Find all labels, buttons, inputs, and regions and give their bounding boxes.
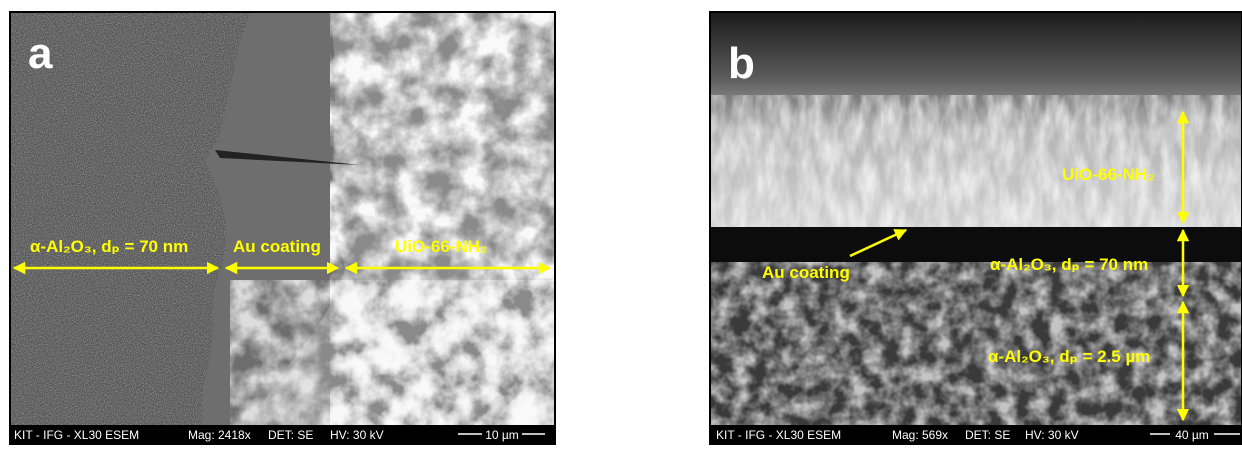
panel-label: a xyxy=(28,29,53,78)
detector: DET: SE xyxy=(965,428,1010,442)
figure: a α-Al₂O₃, dₚ = 70 nm Au coating UiO-66-… xyxy=(0,0,1242,445)
annotation: α-Al₂O₃, dₚ = 70 nm xyxy=(990,255,1148,274)
instrument: KIT - IFG - XL30 ESEM xyxy=(716,428,841,442)
annotation: α-Al₂O₃, dₚ = 70 nm xyxy=(30,237,188,256)
scale-bar-label: 10 µm xyxy=(485,428,519,442)
annotation: UiO-66-NH₂ xyxy=(1062,165,1155,184)
scale-bar-label: 40 µm xyxy=(1175,428,1209,442)
instrument: KIT - IFG - XL30 ESEM xyxy=(14,428,139,442)
annotation: α-Al₂O₃, dₚ = 2.5 µm xyxy=(988,347,1150,366)
annotation: Au coating xyxy=(233,237,321,256)
magnification: Mag: 2418x xyxy=(188,428,251,442)
detector: DET: SE xyxy=(268,428,313,442)
annotation: UiO-66-NH₂ xyxy=(395,237,488,256)
magnification: Mag: 569x xyxy=(892,428,948,442)
voltage: HV: 30 kV xyxy=(1025,428,1079,442)
panel-b-image xyxy=(710,12,1242,445)
panel-a-image xyxy=(10,12,555,445)
panel-label: b xyxy=(728,39,755,88)
voltage: HV: 30 kV xyxy=(330,428,384,442)
annotation: Au coating xyxy=(762,263,850,282)
